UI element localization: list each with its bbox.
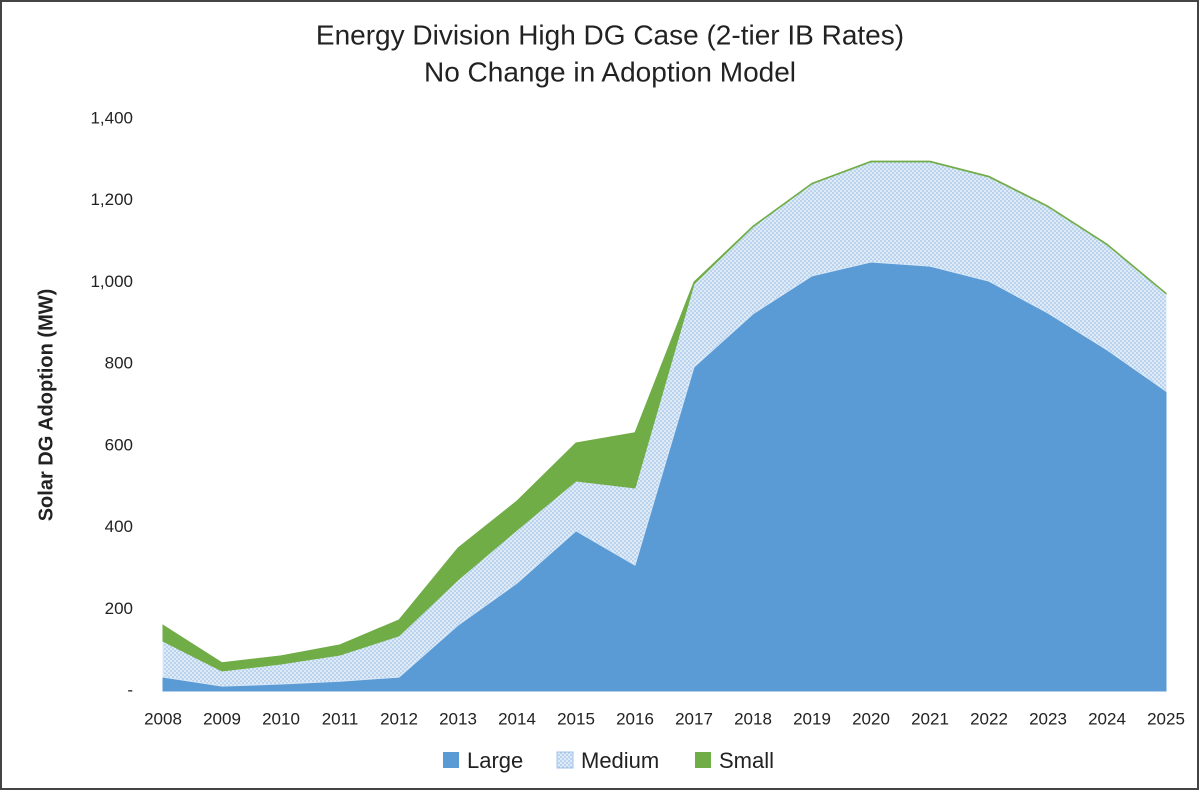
area [162, 160, 1167, 672]
x-tick-label: 2024 [1088, 709, 1126, 728]
x-tick-label: 2017 [675, 709, 713, 728]
x-tick-label: 2018 [734, 709, 772, 728]
chart-title: Energy Division High DG Case (2-tier IB … [316, 19, 904, 50]
x-tick-label: 2016 [616, 709, 654, 728]
x-tick-label: 2025 [1147, 709, 1185, 728]
x-tick-label: 2015 [557, 709, 595, 728]
y-tick-label: 1,000 [90, 272, 133, 291]
x-tick-label: 2011 [322, 709, 359, 728]
x-tick-label: 2013 [439, 709, 477, 728]
x-tick-label: 2019 [793, 709, 831, 728]
y-tick-label: 800 [105, 354, 133, 373]
y-tick-label: 600 [105, 435, 133, 454]
legend-label: Small [719, 748, 774, 773]
legend-swatch [443, 752, 459, 768]
x-tick-label: 2009 [203, 709, 241, 728]
legend-swatch [695, 752, 711, 768]
x-tick-label: 2010 [262, 709, 300, 728]
x-tick-label: 2008 [144, 709, 182, 728]
legend-swatch [556, 751, 574, 769]
y-axis-title: Solar DG Adoption (MW) [35, 289, 57, 522]
y-tick-label: 1,200 [90, 190, 133, 209]
y-tick-label: 400 [105, 517, 133, 536]
x-tick-label: 2023 [1029, 709, 1067, 728]
y-tick-label: 1,400 [90, 108, 133, 127]
x-tick-label: 2014 [498, 709, 536, 728]
x-tick-label: 2022 [970, 709, 1008, 728]
legend-label: Medium [581, 748, 659, 773]
x-tick-label: 2020 [852, 709, 890, 728]
y-tick-label: 200 [105, 599, 133, 618]
x-tick-label: 2021 [911, 709, 949, 728]
legend-label: Large [467, 748, 523, 773]
y-tick-label: - [127, 680, 133, 699]
chart-subtitle: No Change in Adoption Model [424, 56, 796, 87]
x-tick-label: 2012 [380, 709, 418, 728]
